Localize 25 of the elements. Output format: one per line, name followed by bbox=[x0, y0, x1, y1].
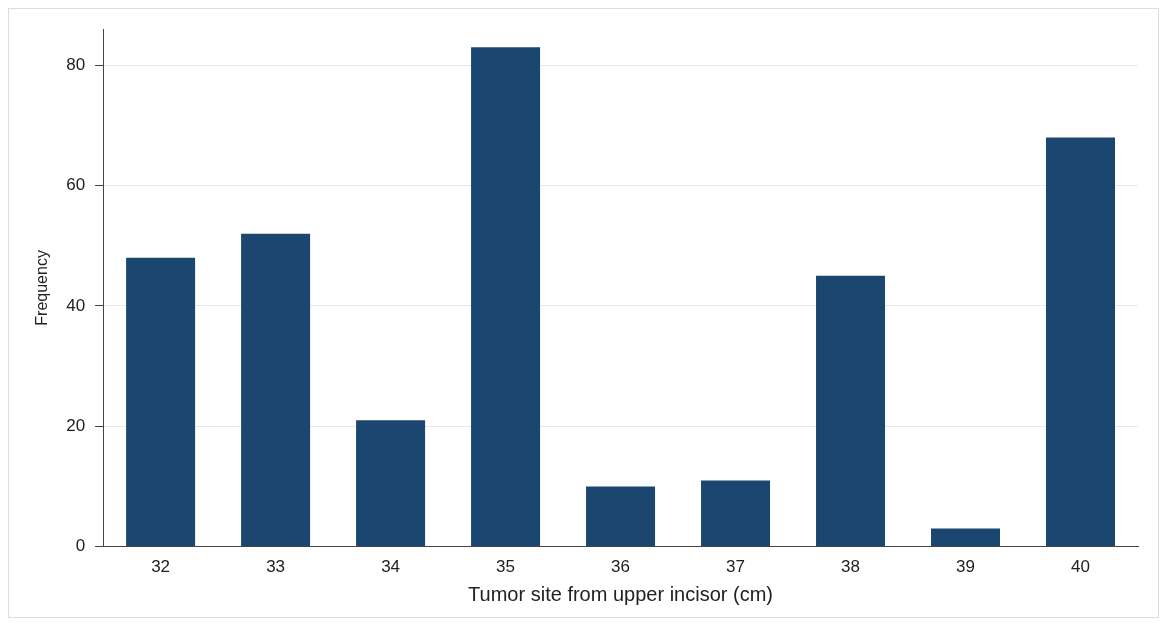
y-tick-label: 40 bbox=[66, 295, 86, 315]
bar bbox=[126, 257, 196, 547]
x-tick-label: 40 bbox=[1071, 557, 1090, 577]
x-tick-label: 34 bbox=[381, 557, 401, 577]
x-tick-label: 38 bbox=[841, 557, 860, 577]
x-tick-label: 37 bbox=[726, 557, 745, 577]
y-tick-label: 60 bbox=[66, 175, 86, 195]
y-tick-label: 80 bbox=[66, 54, 86, 74]
x-tick-label: 33 bbox=[266, 557, 286, 577]
x-tick-label: 35 bbox=[496, 557, 516, 577]
x-tick-label: 36 bbox=[611, 557, 631, 577]
bar bbox=[586, 486, 656, 547]
y-axis-title: Frequency bbox=[33, 250, 51, 326]
bar bbox=[356, 420, 426, 547]
y-tick-label: 0 bbox=[75, 536, 86, 556]
bar bbox=[471, 47, 541, 547]
bar bbox=[241, 233, 311, 547]
y-tick-label: 20 bbox=[66, 415, 86, 435]
bar bbox=[816, 275, 886, 547]
x-tick-label: 32 bbox=[151, 557, 171, 577]
bar bbox=[931, 528, 1001, 547]
x-axis-title: Tumor site from upper incisor (cm) bbox=[468, 582, 773, 605]
x-tick-label: 39 bbox=[956, 557, 975, 577]
bar bbox=[701, 480, 771, 547]
bar bbox=[1046, 137, 1115, 547]
